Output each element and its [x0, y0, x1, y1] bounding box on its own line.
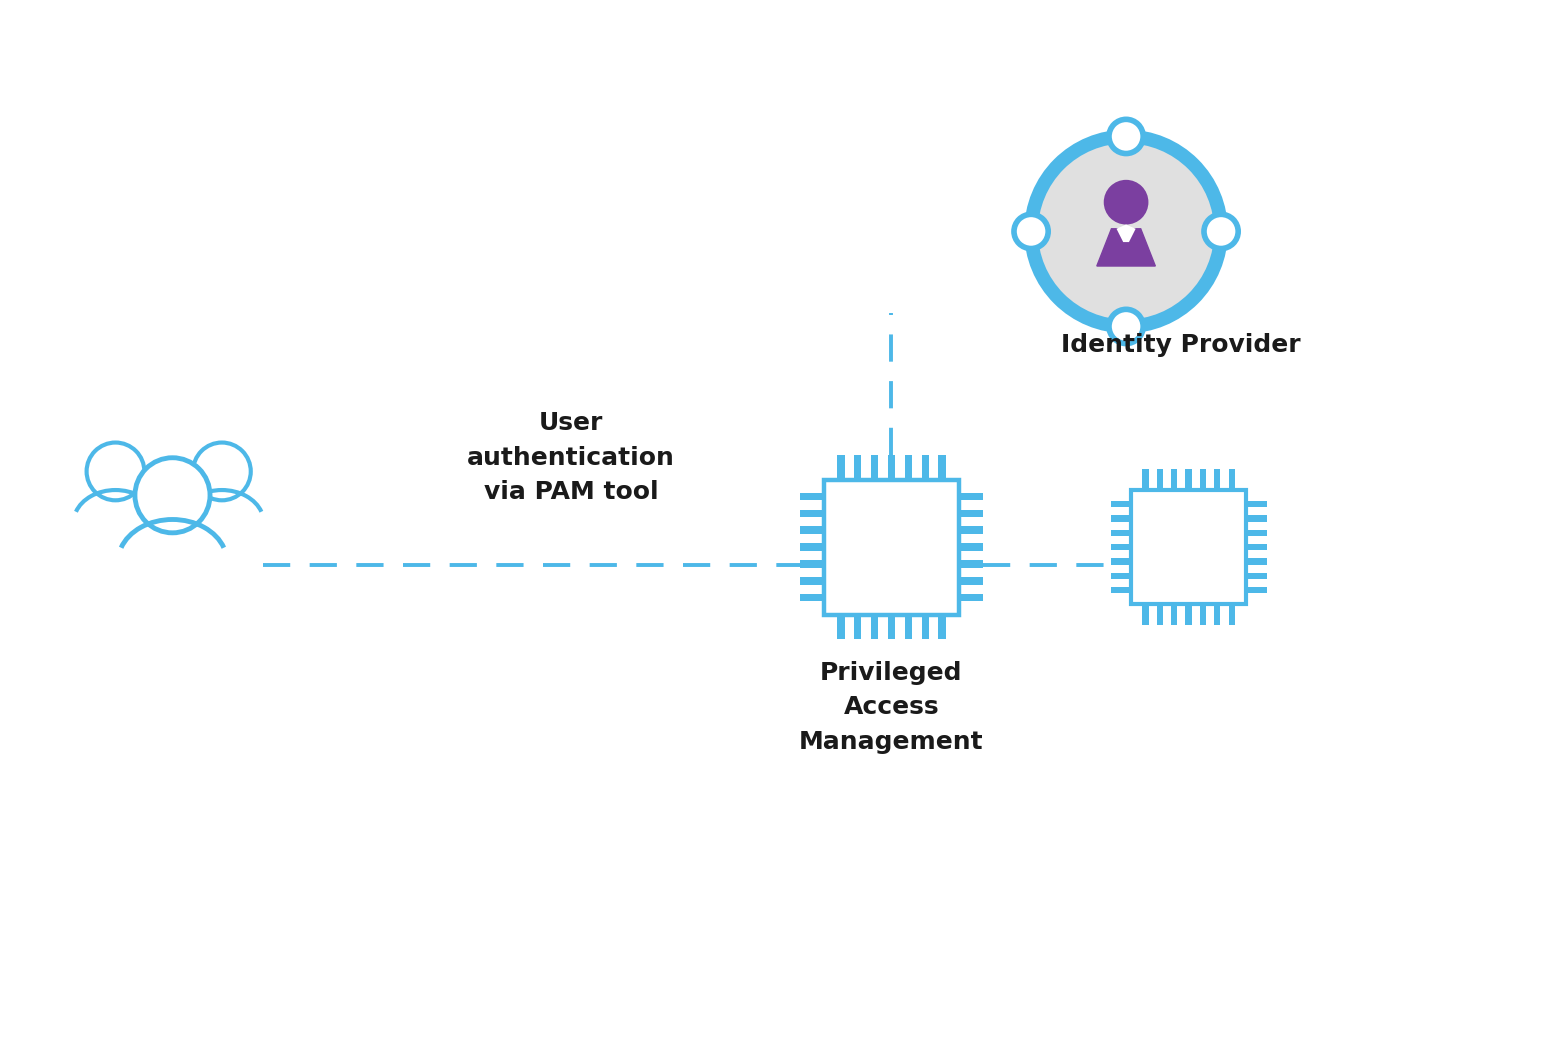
FancyBboxPatch shape [837, 456, 845, 480]
Circle shape [1109, 119, 1143, 154]
FancyBboxPatch shape [904, 614, 912, 639]
FancyBboxPatch shape [1200, 469, 1206, 489]
FancyBboxPatch shape [888, 614, 895, 639]
Circle shape [1109, 309, 1143, 344]
FancyBboxPatch shape [837, 614, 845, 639]
FancyBboxPatch shape [1214, 469, 1220, 489]
FancyBboxPatch shape [1247, 515, 1267, 522]
FancyBboxPatch shape [799, 578, 824, 585]
FancyBboxPatch shape [1247, 501, 1267, 507]
FancyBboxPatch shape [1247, 572, 1267, 579]
Text: Identity Provider: Identity Provider [1062, 333, 1301, 358]
FancyBboxPatch shape [888, 456, 895, 480]
FancyBboxPatch shape [1186, 469, 1192, 489]
FancyBboxPatch shape [1142, 469, 1150, 489]
FancyBboxPatch shape [1110, 559, 1131, 565]
FancyBboxPatch shape [799, 492, 824, 500]
Text: Privileged
Access
Management: Privileged Access Management [799, 661, 984, 753]
FancyBboxPatch shape [1157, 469, 1164, 489]
FancyBboxPatch shape [1200, 605, 1206, 625]
FancyBboxPatch shape [921, 456, 929, 480]
FancyBboxPatch shape [799, 509, 824, 517]
FancyBboxPatch shape [1110, 529, 1131, 535]
FancyBboxPatch shape [1110, 515, 1131, 522]
FancyBboxPatch shape [824, 480, 959, 614]
FancyBboxPatch shape [799, 594, 824, 602]
FancyBboxPatch shape [959, 578, 984, 585]
FancyBboxPatch shape [854, 456, 862, 480]
FancyBboxPatch shape [921, 614, 929, 639]
FancyBboxPatch shape [959, 561, 984, 568]
FancyBboxPatch shape [1110, 544, 1131, 550]
Circle shape [192, 443, 250, 501]
FancyBboxPatch shape [799, 561, 824, 568]
FancyBboxPatch shape [1214, 605, 1220, 625]
FancyBboxPatch shape [1228, 605, 1236, 625]
Circle shape [1031, 137, 1221, 326]
FancyBboxPatch shape [938, 456, 946, 480]
FancyBboxPatch shape [904, 456, 912, 480]
FancyBboxPatch shape [854, 614, 862, 639]
FancyBboxPatch shape [938, 614, 946, 639]
FancyBboxPatch shape [1131, 489, 1247, 605]
FancyBboxPatch shape [1228, 469, 1236, 489]
FancyBboxPatch shape [959, 594, 984, 602]
Circle shape [1204, 215, 1239, 248]
Circle shape [86, 443, 144, 501]
FancyBboxPatch shape [1247, 529, 1267, 535]
FancyBboxPatch shape [959, 526, 984, 533]
FancyBboxPatch shape [959, 509, 984, 517]
FancyBboxPatch shape [959, 492, 984, 500]
Circle shape [135, 458, 210, 532]
FancyBboxPatch shape [1110, 572, 1131, 579]
FancyBboxPatch shape [871, 456, 879, 480]
Circle shape [1104, 180, 1148, 224]
FancyBboxPatch shape [1110, 501, 1131, 507]
FancyBboxPatch shape [1186, 605, 1192, 625]
FancyBboxPatch shape [799, 526, 824, 533]
FancyBboxPatch shape [1157, 605, 1164, 625]
FancyBboxPatch shape [959, 543, 984, 551]
FancyBboxPatch shape [1142, 605, 1150, 625]
Text: User
authentication
via PAM tool: User authentication via PAM tool [468, 411, 674, 504]
FancyBboxPatch shape [799, 543, 824, 551]
FancyBboxPatch shape [1247, 544, 1267, 550]
FancyBboxPatch shape [1247, 587, 1267, 593]
Circle shape [1013, 215, 1048, 248]
FancyBboxPatch shape [1110, 587, 1131, 593]
FancyBboxPatch shape [871, 614, 879, 639]
Polygon shape [1117, 224, 1135, 242]
FancyBboxPatch shape [1247, 559, 1267, 565]
Polygon shape [1096, 228, 1156, 266]
FancyBboxPatch shape [1171, 469, 1178, 489]
FancyBboxPatch shape [1171, 605, 1178, 625]
